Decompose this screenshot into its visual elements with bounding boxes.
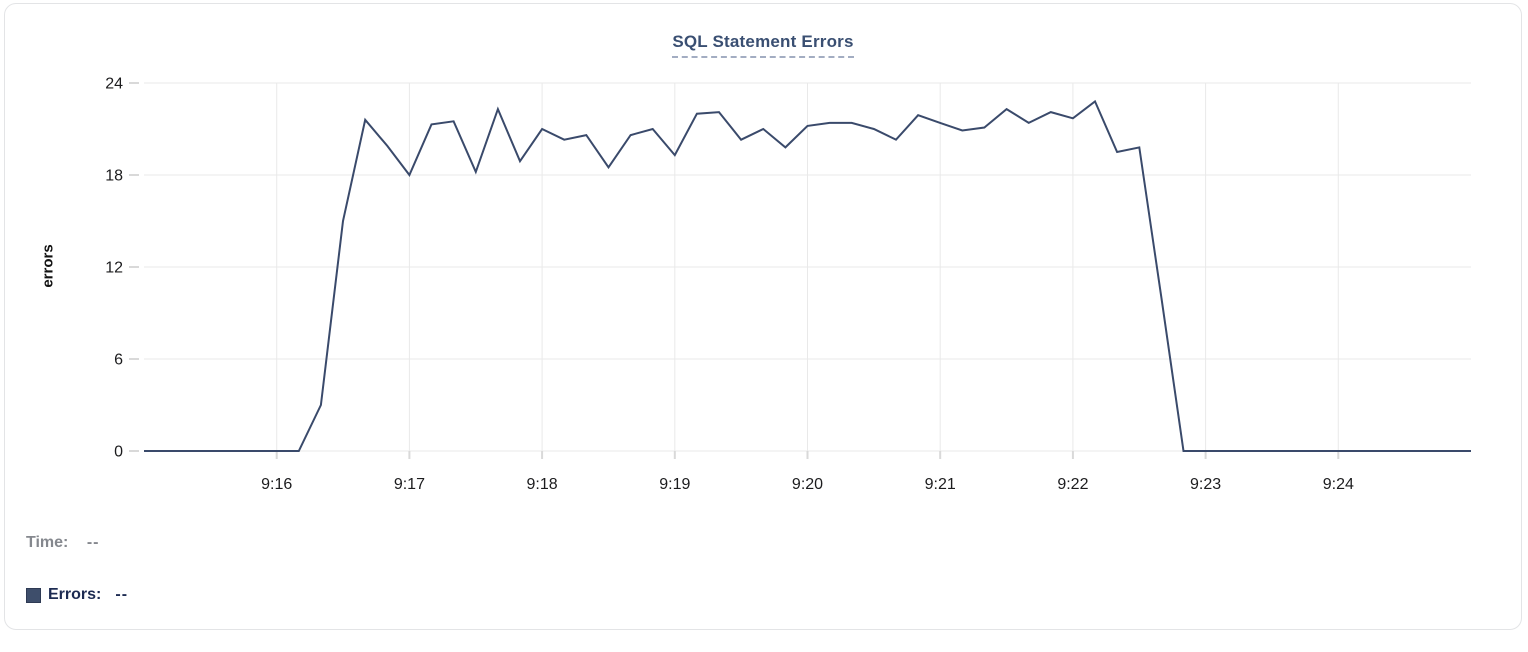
errors-series-line xyxy=(144,99,1471,452)
y-tick-label: 6 xyxy=(114,352,123,369)
x-tick-label: 9:21 xyxy=(925,476,956,493)
tooltip-time-label: Time: xyxy=(26,534,69,551)
x-tick-label: 9:20 xyxy=(792,476,823,493)
y-tick-label: 0 xyxy=(114,444,123,461)
y-tick-label: 24 xyxy=(105,76,123,93)
y-tick-label: 12 xyxy=(105,260,123,277)
tooltip-errors-label: Errors: xyxy=(48,586,102,603)
chart-title[interactable]: SQL Statement Errors xyxy=(672,32,854,58)
x-tick-label: 9:23 xyxy=(1190,476,1221,493)
tooltip-errors-value: -- xyxy=(115,586,129,603)
tooltip-errors-row: Errors: -- xyxy=(26,586,128,604)
x-tick-label: 9:19 xyxy=(659,476,690,493)
y-tick-label: 18 xyxy=(105,168,123,185)
chart-card: SQL Statement Errors errors 0 6 12 18 24 9:16… xyxy=(4,3,1522,630)
tooltip-time-row: Time: -- xyxy=(26,534,100,552)
tooltip-time-value: -- xyxy=(86,534,100,551)
x-tick-label: 9:16 xyxy=(261,476,292,493)
x-tick-label: 9:18 xyxy=(527,476,558,493)
chart-title-wrap: SQL Statement Errors xyxy=(5,32,1521,58)
x-tick-label: 9:22 xyxy=(1057,476,1088,493)
errors-series-swatch-icon xyxy=(26,587,41,603)
line-chart[interactable]: 0 6 12 18 24 9:16 9:17 9:18 9:19 9:20 9:21 9:22 9:23… xyxy=(5,65,1525,515)
x-tick-label: 9:17 xyxy=(394,476,425,493)
x-tick-label: 9:24 xyxy=(1323,476,1354,493)
